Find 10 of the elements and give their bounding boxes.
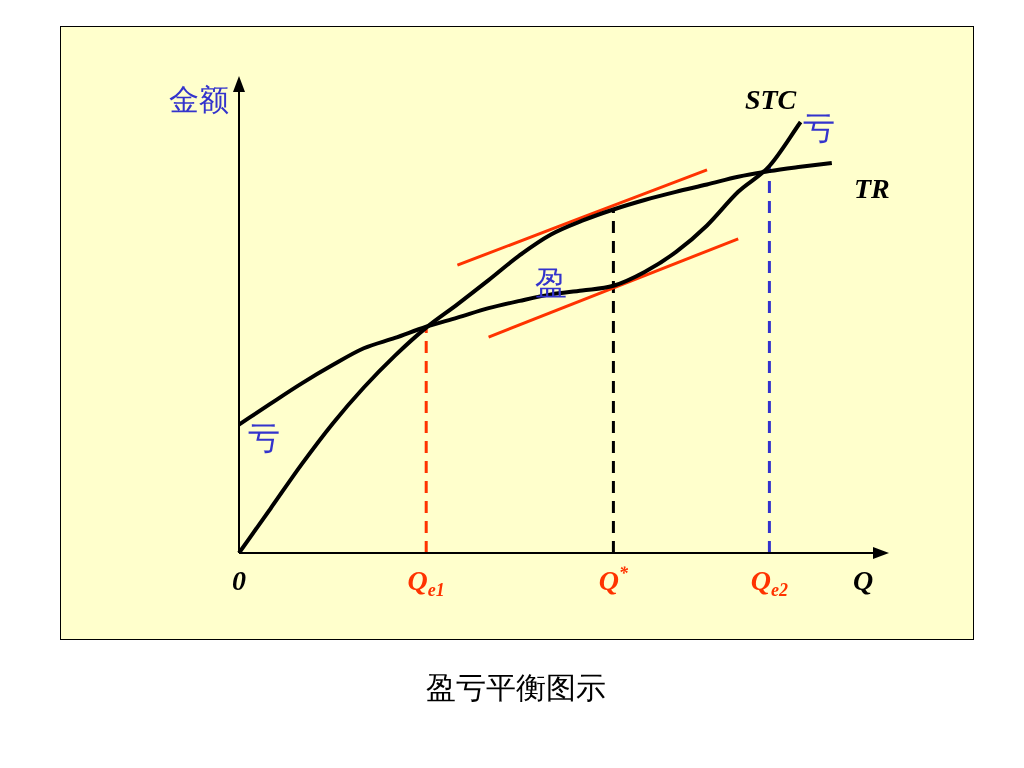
series-label: STC [744,84,797,116]
x-tick-label: Q [852,565,874,597]
annotation: 亏 [247,419,280,458]
text: 盈亏平衡图示 [425,669,607,707]
x-tick-label: Q* [598,563,630,597]
series-label: TR [853,173,890,205]
annotation: 亏 [803,108,836,147]
x-tick-label: 0 [232,565,246,597]
y-axis-title: 金额 [169,81,229,117]
annotation: 盈 [535,264,567,303]
